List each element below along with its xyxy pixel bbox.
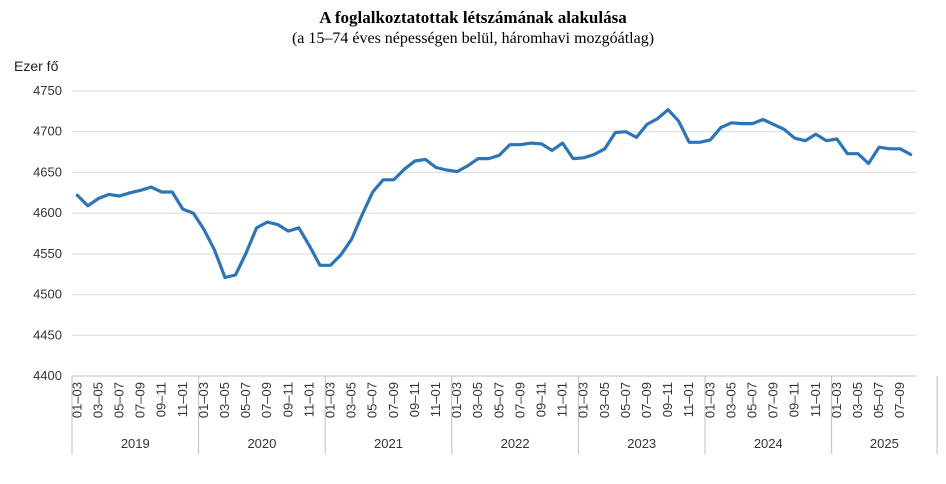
year-label: 2022 — [501, 436, 530, 451]
x-tick-label: 11–01 — [175, 382, 190, 417]
year-label: 2020 — [247, 436, 276, 451]
x-tick-label: 11–01 — [555, 382, 570, 417]
year-label: 2024 — [754, 436, 783, 451]
x-tick-label: 01–03 — [69, 382, 84, 418]
x-tick-label: 07–09 — [892, 382, 907, 418]
x-tick-label: 09–11 — [660, 382, 675, 417]
year-label: 2025 — [870, 436, 899, 451]
x-tick-label: 07–09 — [386, 382, 401, 418]
x-tick-label: 09–11 — [154, 382, 169, 417]
x-tick-label: 07–09 — [259, 382, 274, 418]
x-tick-label: 01–03 — [702, 382, 717, 418]
x-tick-label: 07–09 — [766, 382, 781, 418]
x-tick-label: 05–07 — [744, 382, 759, 418]
x-tick-label: 01–03 — [576, 382, 591, 418]
x-tick-label: 03–05 — [217, 382, 232, 418]
x-tick-label: 09–11 — [787, 382, 802, 417]
x-tick-label: 05–07 — [618, 382, 633, 418]
x-tick-label: 05–07 — [365, 382, 380, 418]
x-tick-label: 07–09 — [133, 382, 148, 418]
x-tick-label: 11–01 — [301, 382, 316, 417]
y-axis-label: Ezer fő — [14, 58, 59, 74]
x-tick-label: 03–05 — [597, 382, 612, 418]
x-tick-label: 11–01 — [808, 382, 823, 417]
y-tick-label: 4400 — [33, 368, 62, 383]
y-tick-label: 4500 — [33, 287, 62, 302]
x-tick-label: 01–03 — [449, 382, 464, 418]
x-tick-label: 03–05 — [850, 382, 865, 418]
y-tick-label: 4700 — [33, 124, 62, 139]
x-tick-label: 01–03 — [322, 382, 337, 418]
chart-subtitle: (a 15–74 éves népességen belül, háromhav… — [291, 30, 655, 47]
x-tick-label: 03–05 — [90, 382, 105, 418]
employment-series-line — [75, 108, 913, 280]
x-tick-label: 09–11 — [280, 382, 295, 417]
y-tick-label: 4600 — [33, 205, 62, 220]
year-label: 2021 — [374, 436, 403, 451]
x-tick-label: 03–05 — [344, 382, 359, 418]
x-tick-label: 07–09 — [639, 382, 654, 418]
x-tick-label: 05–07 — [111, 382, 126, 418]
x-tick-label: 11–01 — [681, 382, 696, 417]
chart-title: A foglalkoztatottak létszámának alakulás… — [319, 8, 627, 27]
year-label: 2019 — [121, 436, 150, 451]
x-tick-label: 07–09 — [512, 382, 527, 418]
year-label: 2023 — [627, 436, 656, 451]
y-tick-label: 4750 — [33, 83, 62, 98]
x-tick-label: 01–03 — [829, 382, 844, 418]
x-tick-label: 09–11 — [407, 382, 422, 417]
x-tick-label: 09–11 — [533, 382, 548, 417]
x-tick-label: 05–07 — [238, 382, 253, 418]
x-tick-label: 05–07 — [871, 382, 886, 418]
y-tick-label: 4650 — [33, 164, 62, 179]
x-tick-label: 01–03 — [196, 382, 211, 418]
x-tick-label: 05–07 — [491, 382, 506, 418]
y-tick-label: 4550 — [33, 246, 62, 261]
x-tick-label: 03–05 — [470, 382, 485, 418]
x-tick-label: 11–01 — [428, 382, 443, 417]
y-tick-label: 4450 — [33, 327, 62, 342]
x-tick-label: 03–05 — [723, 382, 738, 418]
